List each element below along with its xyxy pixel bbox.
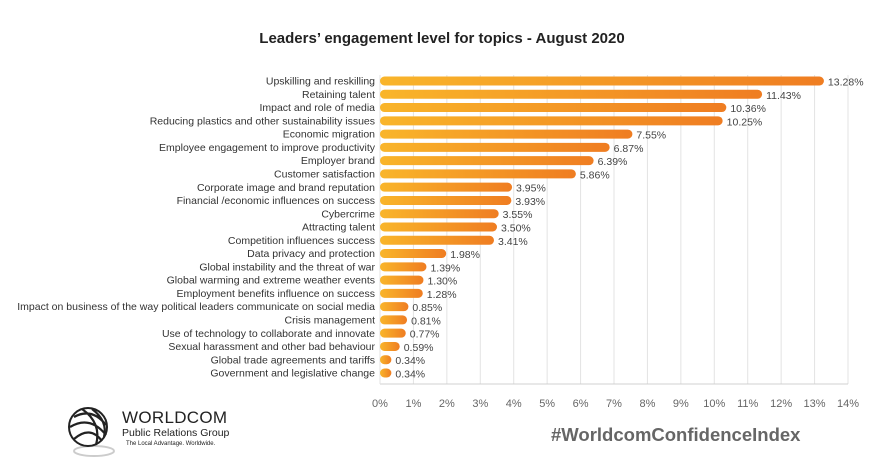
bar (380, 103, 727, 113)
data-label: 1.39% (430, 262, 460, 274)
globe-icon (68, 407, 115, 457)
category-label: Competition influences success (228, 235, 375, 247)
bar (380, 195, 512, 205)
bar (380, 89, 763, 99)
category-label: Data privacy and protection (247, 248, 375, 260)
category-label: Cybercrime (321, 208, 375, 220)
category-label: Global trade agreements and tariffs (211, 354, 375, 366)
bar (380, 142, 610, 152)
category-label: Customer satisfaction (274, 169, 375, 181)
data-label: 11.43% (766, 90, 801, 102)
logo-tagline: The Local Advantage. Worldwide. (126, 441, 216, 447)
data-label: 5.86% (580, 169, 610, 181)
x-tick-label: 4% (506, 398, 522, 410)
bar (380, 328, 406, 338)
logo-subtitle: Public Relations Group (122, 427, 230, 439)
bar (380, 368, 392, 378)
data-label: 1.30% (427, 276, 457, 288)
x-tick-label: 8% (639, 398, 655, 410)
category-label: Financial /economic influences on succes… (177, 195, 375, 207)
data-label: 7.55% (636, 130, 666, 142)
category-label: Sexual harassment and other bad behaviou… (168, 341, 375, 353)
x-tick-label: 10% (703, 398, 725, 410)
category-label: Attracting talent (302, 222, 375, 234)
x-tick-label: 13% (804, 398, 826, 410)
category-label: Impact on business of the way political … (17, 301, 375, 313)
data-label: 0.81% (411, 315, 441, 327)
category-label: Upskilling and reskilling (266, 76, 375, 88)
category-label: Global instability and the threat of war (199, 261, 375, 273)
x-tick-label: 1% (405, 398, 421, 410)
category-label: Reducing plastics and other sustainabili… (150, 115, 375, 127)
bar (380, 341, 400, 351)
bar (380, 288, 423, 298)
data-label: 10.36% (730, 103, 766, 115)
x-tick-label: 12% (770, 398, 792, 410)
data-label: 3.41% (498, 236, 528, 248)
chart-title: Leaders’ engagement level for topics - A… (259, 30, 625, 47)
bar (380, 235, 494, 245)
bar (380, 249, 447, 259)
hashtag: #WorldcomConfidenceIndex (551, 424, 801, 445)
x-tick-label: 3% (472, 398, 488, 410)
bar (380, 129, 633, 139)
data-label: 3.55% (503, 209, 533, 221)
x-tick-label: 7% (606, 398, 622, 410)
data-label: 13.28% (828, 77, 864, 89)
bar (380, 169, 576, 179)
data-label: 3.95% (516, 183, 546, 195)
data-label: 6.39% (598, 156, 628, 168)
bar (380, 156, 594, 166)
category-label: Crisis management (285, 315, 376, 327)
x-tick-label: 2% (439, 398, 455, 410)
bar (380, 315, 408, 325)
x-tick-label: 9% (673, 398, 689, 410)
data-label: 10.25% (727, 116, 763, 128)
category-label: Corporate image and brand reputation (197, 182, 375, 194)
bar (380, 222, 497, 232)
category-label: Retaining talent (302, 89, 375, 101)
data-label: 1.98% (450, 249, 480, 261)
x-tick-label: 6% (573, 398, 589, 410)
bar (380, 275, 424, 285)
x-tick-label: 5% (539, 398, 555, 410)
category-label: Global warming and extreme weather event… (167, 275, 375, 287)
bar (380, 262, 427, 272)
category-label: Use of technology to collaborate and inn… (162, 328, 375, 340)
category-label: Employer brand (301, 155, 375, 167)
category-label: Employment benefits influence on success (177, 288, 375, 300)
bar (380, 116, 723, 126)
bar (380, 209, 499, 219)
data-label: 6.87% (614, 143, 644, 155)
x-tick-label: 0% (372, 398, 388, 410)
data-label: 3.93% (515, 196, 545, 208)
category-label: Government and legislative change (210, 368, 375, 380)
bar (380, 182, 513, 192)
category-label: Economic migration (283, 129, 375, 141)
bar (380, 76, 824, 86)
x-tick-label: 14% (837, 398, 859, 410)
data-label: 0.34% (395, 355, 425, 367)
bar (380, 302, 409, 312)
bar (380, 355, 392, 365)
x-tick-label: 11% (737, 398, 758, 410)
data-label: 0.77% (410, 329, 440, 341)
logo-name: WORLDCOM (122, 408, 228, 427)
category-label: Impact and role of media (259, 102, 375, 114)
data-label: 0.59% (404, 342, 434, 354)
data-label: 0.85% (412, 302, 442, 314)
data-label: 3.50% (501, 223, 531, 235)
data-label: 0.34% (395, 369, 425, 381)
category-label: Employee engagement to improve productiv… (159, 142, 376, 154)
worldcom-logo: WORLDCOM Public Relations Group The Loca… (62, 403, 262, 463)
data-label: 1.28% (427, 289, 457, 301)
